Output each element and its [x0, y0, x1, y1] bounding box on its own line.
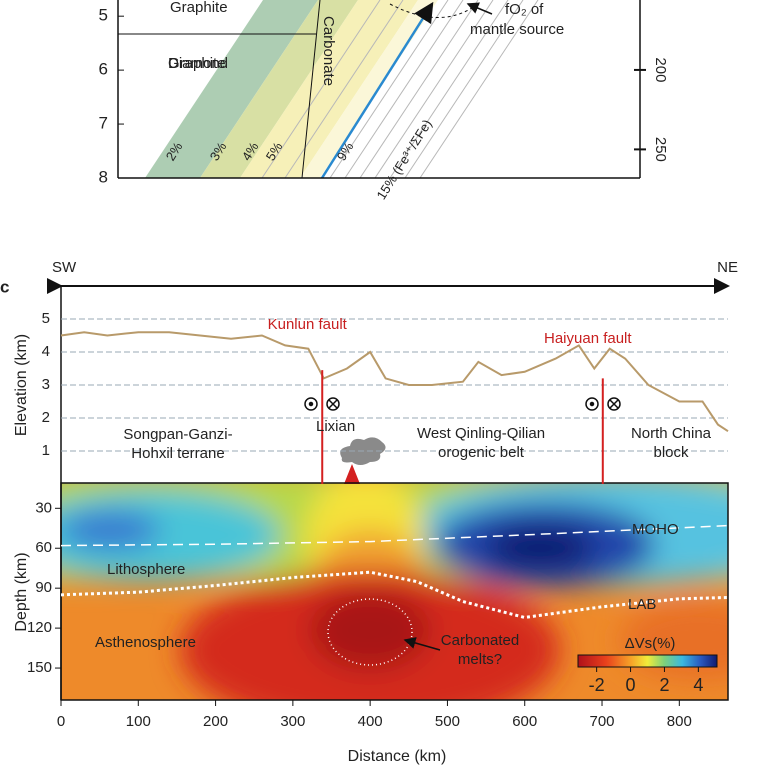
- y-tick-label: 7: [99, 114, 108, 133]
- y-tick-label: 120: [27, 619, 52, 636]
- band-label: 15% (Fe³⁺/ΣFe): [373, 117, 434, 203]
- phase-label: Carbonate: [320, 16, 337, 86]
- x-tick-label: 300: [280, 713, 305, 730]
- y-axis-label: Elevation (km): [13, 334, 30, 436]
- x-tick-label: 700: [590, 713, 615, 730]
- moho-line: [60, 524, 729, 547]
- layer-label: Asthenosphere: [95, 634, 196, 651]
- y-tick-label: 150: [27, 659, 52, 676]
- y-tick-label: 2: [42, 409, 50, 426]
- volcano-label: Lixian: [316, 418, 355, 435]
- x-tick-label: 500: [435, 713, 460, 730]
- region-label: West Qinling-Qilian: [417, 425, 545, 442]
- colorbar-tick-label: -2: [589, 675, 605, 695]
- volcano: [344, 464, 360, 484]
- melt-arrow: [403, 637, 441, 651]
- x-tick-label: 0: [57, 713, 65, 730]
- annotation: fO₂ of: [505, 1, 544, 18]
- melt-label: Carbonated: [441, 632, 519, 649]
- moho-label: MOHO: [632, 521, 679, 538]
- fault-label: Haiyuan fault: [544, 330, 632, 347]
- annotation: mantle source: [470, 21, 564, 38]
- y-tick-label: 3: [42, 376, 50, 393]
- end-label: NE: [717, 259, 738, 276]
- phase-label: Graphite: [170, 0, 228, 16]
- fault-motion: [304, 397, 621, 411]
- region-label: North China: [631, 425, 712, 442]
- y2-tick-label: 200: [652, 57, 669, 82]
- elevation-profile: [60, 331, 729, 433]
- region-label: Songpan-Ganzi-: [123, 426, 232, 443]
- phase-bands: [118, 0, 539, 179]
- phase-label: Diamond: [168, 55, 228, 72]
- melt-label: melts?: [458, 651, 502, 668]
- panel-label: c: [0, 277, 9, 296]
- x-axis-label: Distance (km): [348, 748, 447, 765]
- phase-label: Graphite: [168, 55, 226, 72]
- y-tick-label: 6: [99, 60, 108, 79]
- x-tick-label: 200: [203, 713, 228, 730]
- end-label: SW: [52, 259, 77, 276]
- region-label: orogenic belt: [438, 444, 525, 461]
- y-axis-label: Depth (km): [13, 552, 30, 631]
- y-tick-label: 1: [42, 442, 50, 459]
- y-tick-label: 30: [35, 499, 52, 516]
- x-tick-label: 100: [126, 713, 151, 730]
- colorbar-label: ΔVs(%): [625, 635, 676, 652]
- y-tick-label: 60: [35, 539, 52, 556]
- y-tick-label: 90: [35, 579, 52, 596]
- colorbar: [577, 654, 718, 668]
- y2-tick-label: 250: [652, 137, 669, 162]
- x-tick-label: 400: [358, 713, 383, 730]
- colorbar-tick-label: 0: [626, 675, 636, 695]
- fault-label: Kunlun fault: [268, 316, 348, 333]
- melt-outline: [327, 598, 413, 666]
- colorbar-tick-label: 2: [659, 675, 669, 695]
- y-tick-label: 5: [99, 6, 108, 25]
- lab-label: LAB: [628, 596, 656, 613]
- y-tick-label: 8: [99, 167, 108, 186]
- y-tick-label: 4: [42, 343, 50, 360]
- layer-label: Lithosphere: [107, 561, 185, 578]
- colorbar-tick-label: 4: [693, 675, 703, 695]
- x-tick-label: 600: [512, 713, 537, 730]
- region-label: Hohxil terrane: [131, 445, 224, 462]
- y-tick-label: 5: [42, 310, 50, 327]
- x-tick-label: 800: [667, 713, 692, 730]
- region-label: block: [653, 444, 689, 461]
